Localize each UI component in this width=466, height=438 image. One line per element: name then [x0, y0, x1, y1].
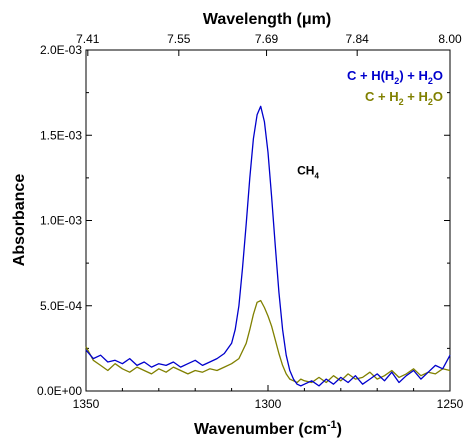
top-tick-label: 7.69 — [255, 32, 279, 46]
x-tick-label: 1250 — [437, 397, 464, 411]
top-tick-label: 7.84 — [346, 32, 370, 46]
top-tick-label: 7.41 — [76, 32, 100, 46]
legend-entry-c-h-h2-h2o: C + H(H2) + H2O — [347, 68, 443, 86]
x-axis-title: Wavenumber (cm-1) — [194, 419, 342, 438]
series-line-c-h2-h2o — [85, 299, 451, 384]
x-tick-label: 1350 — [73, 397, 100, 411]
y-tick-label: 2.0E-03 — [40, 43, 82, 57]
y-tick-label: 1.5E-03 — [40, 128, 82, 142]
y-axis-title: Absorbance — [11, 174, 28, 267]
top-tick-label: 7.55 — [167, 32, 191, 46]
series-line-c-h-h2-h2o — [85, 105, 451, 387]
y-tick-label: 1.0E-03 — [40, 214, 82, 228]
x-tick-label: 1300 — [255, 397, 282, 411]
legend-entry-c-h2-h2o: C + H2 + H2O — [365, 89, 443, 107]
legend: C + H(H2) + H2O C + H2 + H2O — [347, 68, 443, 107]
top-tick-label: 8.00 — [438, 32, 462, 46]
y-tick-label: 0.0E+00 — [37, 384, 82, 398]
y-tick-label: 5.0E-04 — [40, 299, 82, 313]
ch4-annotation: CH4 — [297, 163, 319, 180]
top-axis-title: Wavelength (μm) — [203, 11, 331, 28]
